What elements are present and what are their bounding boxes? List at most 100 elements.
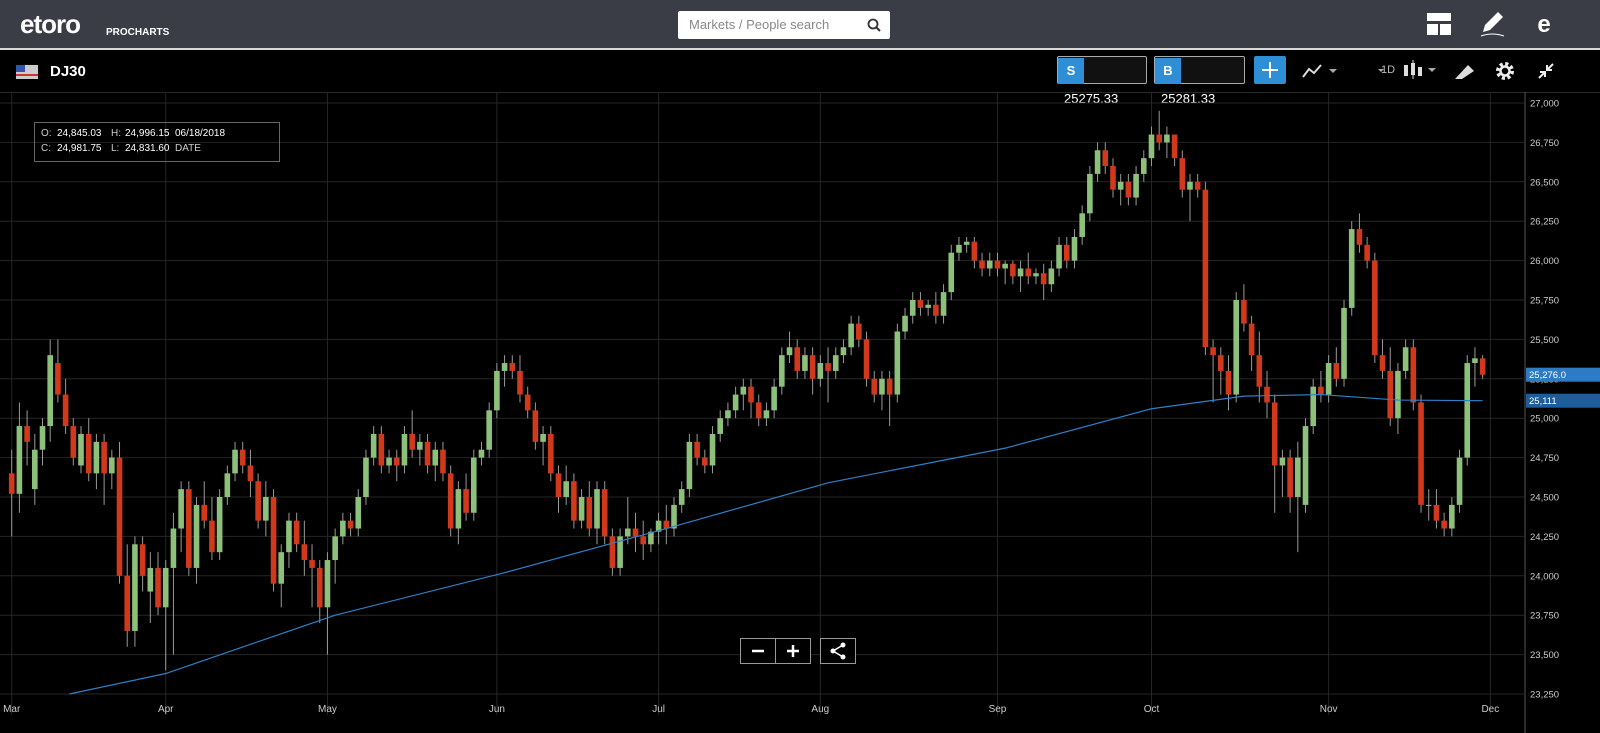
candle-body: [1441, 520, 1447, 529]
candle-body: [1302, 426, 1309, 505]
candle-body: [509, 363, 516, 371]
candle-body: [1056, 244, 1062, 269]
collapse-button[interactable]: [1537, 62, 1555, 80]
share-button[interactable]: [820, 638, 856, 664]
candle-body: [1117, 181, 1124, 190]
candle-body: [201, 504, 208, 521]
candle-body: [1372, 260, 1378, 356]
candle-body: [786, 347, 793, 356]
price-label-box: [1526, 393, 1600, 408]
candle-body: [401, 433, 408, 466]
ohlc-info: O: 24,845.03 H: 24,996.15 06/18/2018 C: …: [34, 122, 280, 162]
candle-body: [1256, 355, 1263, 387]
buy-price: 25281.33: [1161, 91, 1216, 106]
candle-body: [239, 449, 246, 466]
candle-body: [1087, 173, 1093, 214]
minus-icon: [752, 649, 764, 653]
close-value: 24,981.75: [57, 143, 102, 154]
candle-body: [1218, 355, 1224, 371]
candle-body: [1233, 300, 1240, 395]
candle-body: [247, 465, 254, 482]
candle-body: [771, 386, 777, 411]
chart: 23,250 23,500 23,750 24,000 24,250 24,500 24,7…: [0, 92, 1600, 733]
search-box[interactable]: Markets / People search: [678, 11, 890, 39]
candle-body: [286, 520, 292, 553]
candle-body: [1264, 386, 1270, 403]
candle-body: [139, 544, 146, 576]
candle-body: [186, 489, 192, 568]
candle-body: [263, 497, 269, 521]
candle-body: [109, 457, 115, 474]
candle-body: [1148, 134, 1155, 159]
candle-body: [986, 260, 993, 269]
candle-body: [332, 536, 338, 561]
settings-button[interactable]: [1495, 61, 1515, 81]
candle-body: [478, 449, 485, 458]
low-label: L:: [111, 143, 120, 154]
candle-body: [1479, 358, 1486, 375]
candle-body: [393, 457, 400, 466]
crosshair-button[interactable]: [1254, 56, 1286, 84]
candle-body: [1010, 263, 1016, 277]
buy-button[interactable]: B 25281.33: [1154, 56, 1245, 106]
candle-body: [925, 304, 931, 308]
candle-body: [1425, 504, 1432, 506]
candle-body: [578, 497, 585, 521]
date-label: DATE: [175, 143, 201, 154]
logo[interactable]: etoro: [20, 9, 81, 39]
candle-body: [270, 497, 277, 584]
candle-body: [748, 386, 754, 403]
candle-body: [1348, 229, 1355, 308]
svg-text:e: e: [1537, 11, 1550, 38]
candle-body: [463, 489, 469, 513]
candle-body: [1271, 402, 1278, 466]
candle-body: [794, 347, 801, 371]
candle-body: [1364, 244, 1370, 261]
candle-body: [909, 300, 916, 316]
candle-body: [963, 241, 970, 245]
sell-button[interactable]: S 25275.33: [1057, 56, 1147, 106]
candle-body: [1356, 229, 1363, 245]
candle-body: [455, 489, 462, 529]
candle-body: [1248, 323, 1255, 356]
candle-body: [1002, 263, 1008, 269]
candle-body: [370, 433, 377, 458]
layout-icon[interactable]: [1426, 12, 1452, 36]
x-tick-label: Dec: [1481, 704, 1499, 715]
y-tick-label: 23,250: [1530, 690, 1559, 701]
timeframe[interactable]: 1D: [1381, 64, 1396, 76]
candle-body: [255, 481, 261, 521]
candle-body: [116, 457, 123, 576]
candle-body: [209, 520, 215, 553]
candle-body: [740, 386, 747, 395]
candle-body: [1040, 273, 1047, 285]
chart-type-button[interactable]: [1401, 60, 1437, 82]
candle-body: [447, 473, 454, 529]
candle-body: [933, 304, 939, 316]
x-tick-label: Apr: [158, 704, 174, 715]
candle-body: [1202, 189, 1209, 348]
candle-body: [440, 449, 446, 474]
product-name: PROCHARTS: [106, 27, 170, 38]
candle-body: [601, 489, 608, 537]
candle-body: [1156, 134, 1162, 143]
candle-body: [309, 560, 315, 568]
candle-body: [594, 489, 600, 529]
indicator-button[interactable]: [1302, 62, 1338, 80]
edit-icon[interactable]: [1478, 10, 1506, 38]
draw-tool-button[interactable]: [1454, 62, 1476, 80]
candle-body: [825, 363, 831, 371]
candle-body: [1379, 355, 1386, 371]
zoom-out-button[interactable]: [740, 638, 776, 664]
user-icon[interactable]: e: [1530, 10, 1558, 38]
candle-body: [1325, 363, 1332, 395]
zoom-in-button[interactable]: [775, 638, 811, 664]
candle-body: [1048, 268, 1055, 285]
candle-body: [386, 457, 392, 466]
candle-body: [470, 457, 477, 513]
candle-body: [571, 481, 577, 521]
candle-body: [655, 520, 662, 532]
candle-body: [378, 433, 385, 466]
candle-body: [1194, 181, 1201, 190]
